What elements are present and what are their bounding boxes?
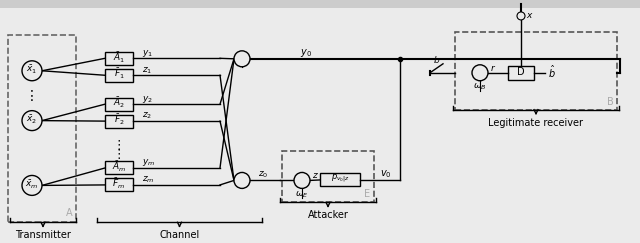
- Text: Channel: Channel: [159, 230, 200, 240]
- FancyBboxPatch shape: [0, 0, 640, 8]
- Circle shape: [472, 65, 488, 81]
- Text: A: A: [66, 208, 72, 218]
- Text: $\mathit{r}$: $\mathit{r}$: [490, 63, 496, 73]
- FancyBboxPatch shape: [105, 52, 133, 65]
- Text: $\bar{A}_m$: $\bar{A}_m$: [112, 160, 126, 174]
- Text: $p_{v_0|z}$: $p_{v_0|z}$: [331, 173, 349, 185]
- Text: $\mathit{z}_m$: $\mathit{z}_m$: [142, 175, 154, 185]
- FancyBboxPatch shape: [282, 150, 374, 202]
- FancyBboxPatch shape: [8, 35, 76, 222]
- Text: $\bar{x}_1$: $\bar{x}_1$: [26, 64, 38, 76]
- Text: $\bar{A}_1$: $\bar{A}_1$: [113, 50, 125, 64]
- FancyBboxPatch shape: [105, 69, 133, 82]
- Text: $\mathit{v}_0$: $\mathit{v}_0$: [380, 168, 392, 180]
- Text: $\bar{F}_2$: $\bar{F}_2$: [114, 113, 124, 127]
- Text: $\mathit{y}_0$: $\mathit{y}_0$: [300, 47, 312, 59]
- Text: $\mathit{z}_1$: $\mathit{z}_1$: [142, 65, 152, 76]
- Circle shape: [22, 61, 42, 81]
- Circle shape: [22, 175, 42, 195]
- Text: B: B: [607, 97, 613, 107]
- Text: $\mathit{y}_1$: $\mathit{y}_1$: [142, 48, 153, 59]
- Text: $\mathit{b}$: $\mathit{b}$: [433, 54, 441, 65]
- Text: $\omega_E$: $\omega_E$: [295, 189, 308, 200]
- FancyBboxPatch shape: [105, 162, 133, 174]
- Text: Transmitter: Transmitter: [15, 230, 71, 240]
- Text: $\mathit{z}$: $\mathit{z}$: [312, 171, 319, 180]
- Circle shape: [234, 173, 250, 188]
- FancyBboxPatch shape: [455, 32, 617, 110]
- FancyBboxPatch shape: [508, 66, 534, 80]
- Text: $\omega_B$: $\omega_B$: [473, 81, 487, 92]
- Text: $\mathit{z}_2$: $\mathit{z}_2$: [142, 111, 152, 122]
- Circle shape: [234, 51, 250, 67]
- Text: Attacker: Attacker: [308, 210, 348, 220]
- Text: $\bar{A}_2$: $\bar{A}_2$: [113, 96, 125, 110]
- Text: $\mathit{x}$: $\mathit{x}$: [526, 11, 534, 20]
- Text: $\bar{F}_m$: $\bar{F}_m$: [113, 177, 125, 191]
- Text: Legitimate receiver: Legitimate receiver: [488, 118, 584, 128]
- Text: $\bar{x}_m$: $\bar{x}_m$: [26, 178, 38, 191]
- FancyBboxPatch shape: [105, 115, 133, 128]
- Text: $\mathit{y}_m$: $\mathit{y}_m$: [142, 157, 156, 168]
- Text: $\bar{F}_1$: $\bar{F}_1$: [114, 67, 124, 81]
- Text: $\hat{b}$: $\hat{b}$: [548, 64, 556, 80]
- Circle shape: [517, 12, 525, 20]
- Text: $\mathit{z}_0$: $\mathit{z}_0$: [258, 169, 268, 180]
- Text: ⋮: ⋮: [25, 89, 39, 103]
- Text: ⋮: ⋮: [113, 148, 125, 161]
- FancyBboxPatch shape: [320, 174, 360, 186]
- Circle shape: [22, 111, 42, 130]
- FancyBboxPatch shape: [105, 178, 133, 191]
- Text: E: E: [364, 189, 370, 200]
- Circle shape: [294, 173, 310, 188]
- Text: D: D: [517, 67, 525, 77]
- Text: $\bar{x}_2$: $\bar{x}_2$: [26, 113, 38, 126]
- Text: ⋮: ⋮: [113, 139, 125, 152]
- FancyBboxPatch shape: [105, 98, 133, 111]
- Text: $\mathit{y}_2$: $\mathit{y}_2$: [142, 94, 153, 105]
